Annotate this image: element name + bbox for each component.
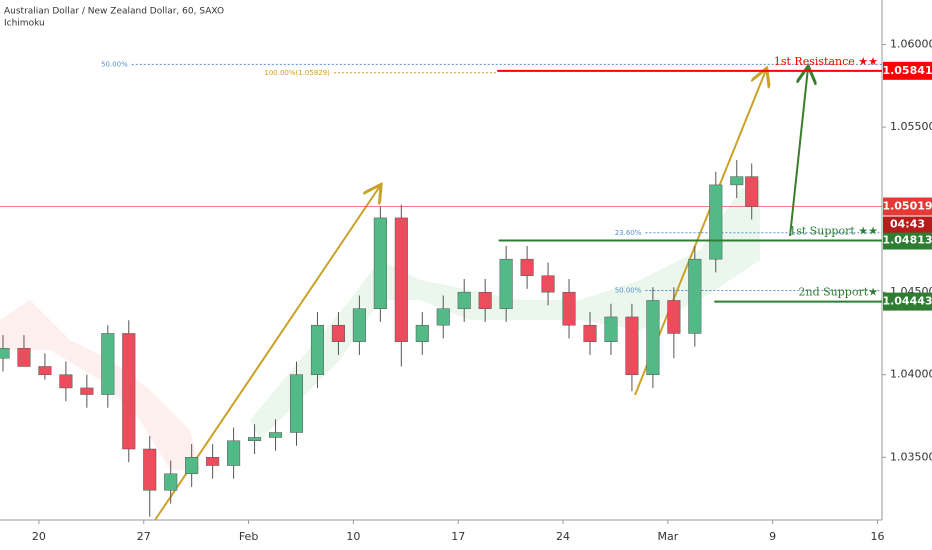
- fib-label: 50.00%: [615, 287, 642, 295]
- candle-body: [331, 324, 345, 342]
- candle-body: [499, 258, 513, 309]
- candle-body: [730, 176, 744, 186]
- candle-body: [227, 440, 241, 466]
- level-name: 1st Support ★★: [789, 225, 878, 238]
- candle-body: [164, 473, 178, 491]
- candle-body: [520, 258, 534, 276]
- candle-body: [185, 457, 199, 475]
- candle-body: [17, 348, 31, 367]
- chart-title: Australian Dollar / New Zealand Dollar, …: [4, 7, 224, 17]
- candle-body: [709, 184, 723, 260]
- x-tick-label: 16: [871, 530, 885, 543]
- candle-body: [394, 217, 408, 342]
- ichimoku-cloud: [0, 300, 200, 470]
- fib-label: 100.00%(1.05829): [264, 69, 330, 77]
- y-tick-label: 1.06000: [890, 38, 932, 51]
- candle-body: [667, 300, 681, 334]
- price-box: [883, 231, 932, 250]
- price-box: [883, 197, 932, 216]
- candle-body: [352, 308, 366, 342]
- x-tick-label: 27: [137, 530, 151, 543]
- candle-body: [310, 324, 324, 375]
- candle-body: [373, 217, 387, 309]
- price-box-label: 1.04443: [882, 295, 932, 308]
- ichimoku-cloud: [250, 180, 760, 440]
- last-price-label: 1.05019: [882, 200, 932, 213]
- candle-body: [625, 316, 639, 375]
- x-tick-label: 17: [451, 530, 465, 543]
- candle-body: [289, 374, 304, 433]
- y-tick-label: 1.03500: [890, 450, 932, 463]
- candle-body: [457, 291, 471, 309]
- candle-body: [0, 348, 10, 359]
- projection-arrow: [789, 68, 808, 237]
- x-tick-label: 24: [556, 530, 570, 543]
- price-box-label: 1.04813: [882, 234, 932, 247]
- level-name: 1st Resistance ★★: [774, 55, 878, 68]
- candle-body: [59, 374, 73, 389]
- candle-body: [583, 324, 597, 342]
- candle-body: [745, 176, 759, 207]
- fib-label: 23.60%: [615, 229, 642, 237]
- candle-body: [688, 258, 702, 334]
- y-tick-label: 1.05500: [890, 120, 932, 133]
- x-tick-label: 10: [346, 530, 360, 543]
- price-box-label: 1.05841: [882, 64, 932, 77]
- candle-body: [38, 366, 52, 375]
- candle-body: [80, 387, 94, 395]
- level-name: 2nd Support★: [799, 286, 879, 299]
- candle-body: [101, 333, 115, 395]
- candle-body: [436, 308, 450, 326]
- price-box: [883, 292, 932, 311]
- candle-body: [646, 300, 660, 375]
- candle-body: [478, 291, 492, 309]
- y-tick-label: 1.04000: [890, 368, 932, 381]
- x-tick-label: 9: [769, 530, 776, 543]
- candle-body: [415, 324, 429, 342]
- candle-body: [143, 448, 157, 491]
- indicator-name: Ichimoku: [4, 19, 45, 29]
- x-tick-label: Mar: [657, 530, 678, 543]
- x-tick-label: Feb: [239, 530, 258, 543]
- x-tick-label: 20: [32, 530, 46, 543]
- candle-body: [604, 316, 618, 342]
- countdown-box: [883, 216, 932, 233]
- candle-body: [562, 291, 576, 326]
- candle-body: [541, 275, 555, 293]
- candle-body: [122, 333, 136, 450]
- candle-body: [268, 432, 283, 438]
- countdown: 04:43: [890, 218, 925, 231]
- candle-body: [206, 457, 220, 466]
- price-box: [883, 61, 932, 80]
- candle-body: [248, 437, 262, 442]
- fib-label: 50.00%: [101, 60, 128, 68]
